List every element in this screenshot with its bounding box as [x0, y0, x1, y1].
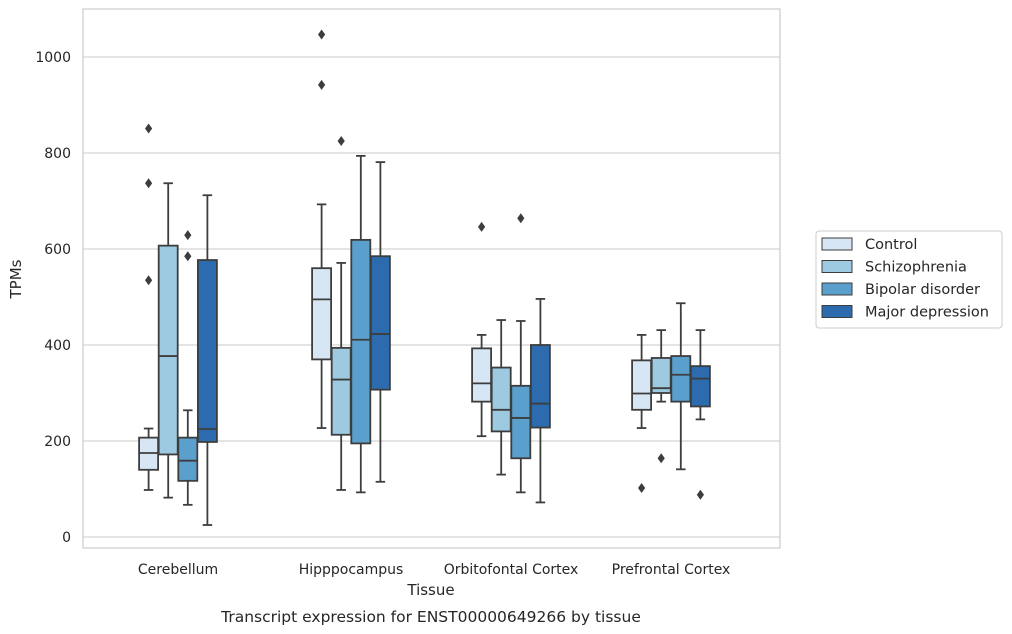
box-control-3: [631, 334, 652, 494]
outlier-point: [696, 489, 704, 500]
box-body: [490, 366, 512, 433]
box-body: [330, 346, 352, 436]
box-control-1: [311, 29, 333, 429]
box-control-2: [471, 221, 493, 438]
x-tick-label-prefrontal-cortex: Prefrontal Cortex: [612, 562, 731, 578]
legend: Control Schizophrenia Bipolar disorder Majo…: [815, 230, 1003, 329]
outlier-point: [145, 275, 153, 286]
outlier-point: [184, 251, 192, 262]
y-tick-label-1000: 1000: [35, 50, 71, 66]
outlier-point: [145, 178, 153, 189]
outlier-point: [337, 136, 345, 146]
y-tick-label-400: 400: [44, 338, 71, 354]
box-bipolar-disorder-0: [177, 230, 199, 506]
box-schizophrenia-0: [157, 182, 179, 499]
box-schizophrenia-1: [330, 136, 352, 491]
legend-swatch: [821, 305, 853, 318]
outlier-point: [145, 123, 153, 134]
box-body: [631, 359, 652, 411]
outlier-point: [478, 221, 486, 232]
box-schizophrenia-2: [490, 319, 512, 476]
outlier-point: [638, 483, 646, 494]
box-body: [690, 365, 711, 408]
outlier-point: [657, 453, 665, 464]
x-tick-label-cerebellum: Cerebellum: [138, 562, 218, 578]
box-body: [157, 244, 179, 456]
box-major-depression-1: [369, 161, 391, 483]
box-body: [177, 436, 199, 482]
box-body: [369, 255, 391, 391]
box-major-depression-0: [196, 194, 218, 526]
legend-label: Schizophrenia: [865, 260, 967, 276]
legend-label: Control: [865, 237, 917, 253]
plot-frame: [82, 8, 781, 549]
x-tick-label-orbitofontal-cortex: Orbitofontal Cortex: [444, 562, 579, 578]
box-bipolar-disorder-2: [510, 213, 532, 494]
y-tick-label-600: 600: [44, 242, 71, 258]
y-axis-label: TPMs: [7, 259, 25, 299]
legend-item-control: Control: [821, 237, 917, 253]
box-bipolar-disorder-3: [670, 302, 692, 471]
box-body: [196, 259, 218, 443]
legend-label: Major depression: [865, 305, 989, 321]
legend-label: Bipolar disorder: [865, 282, 980, 298]
box-body: [670, 355, 692, 403]
box-body: [311, 267, 333, 361]
box-major-depression-2: [530, 298, 551, 504]
legend-item-major-depression: Major depression: [821, 305, 989, 321]
legend-items: Control Schizophrenia Bipolar disorder Majo…: [821, 237, 989, 321]
x-tick-label-hipppocampus: Hipppocampus: [299, 562, 404, 578]
y-tick-label-200: 200: [44, 434, 71, 450]
legend-swatch: [821, 260, 853, 273]
y-axis-tick-labels: 0 200 400 600 800 1000: [35, 50, 71, 546]
y-tick-label-0: 0: [62, 530, 71, 546]
chart-title: Transcript expression for ENST0000064926…: [220, 608, 641, 626]
box-body: [530, 344, 551, 429]
legend-frame: [815, 230, 1003, 329]
box-body: [510, 384, 532, 460]
boxes-layer: [138, 29, 711, 526]
box-major-depression-3: [690, 329, 711, 500]
outlier-point: [517, 213, 525, 224]
outlier-point: [184, 230, 192, 241]
box-schizophrenia-3: [650, 329, 672, 464]
legend-swatch: [821, 282, 853, 296]
x-axis-label: Tissue: [406, 581, 454, 599]
box-body: [350, 238, 372, 445]
legend-swatch: [821, 237, 853, 251]
box-control-0: [138, 123, 160, 491]
legend-item-schizophrenia: Schizophrenia: [821, 260, 967, 276]
box-bipolar-disorder-1: [350, 154, 372, 494]
box-body: [471, 347, 493, 403]
outlier-point: [318, 79, 326, 90]
y-tick-label-800: 800: [44, 146, 71, 162]
outlier-point: [318, 29, 326, 40]
legend-item-bipolar-disorder: Bipolar disorder: [821, 282, 980, 298]
x-axis-tick-labels: Cerebellum Hipppocampus Orbitofontal Corte…: [138, 562, 730, 578]
